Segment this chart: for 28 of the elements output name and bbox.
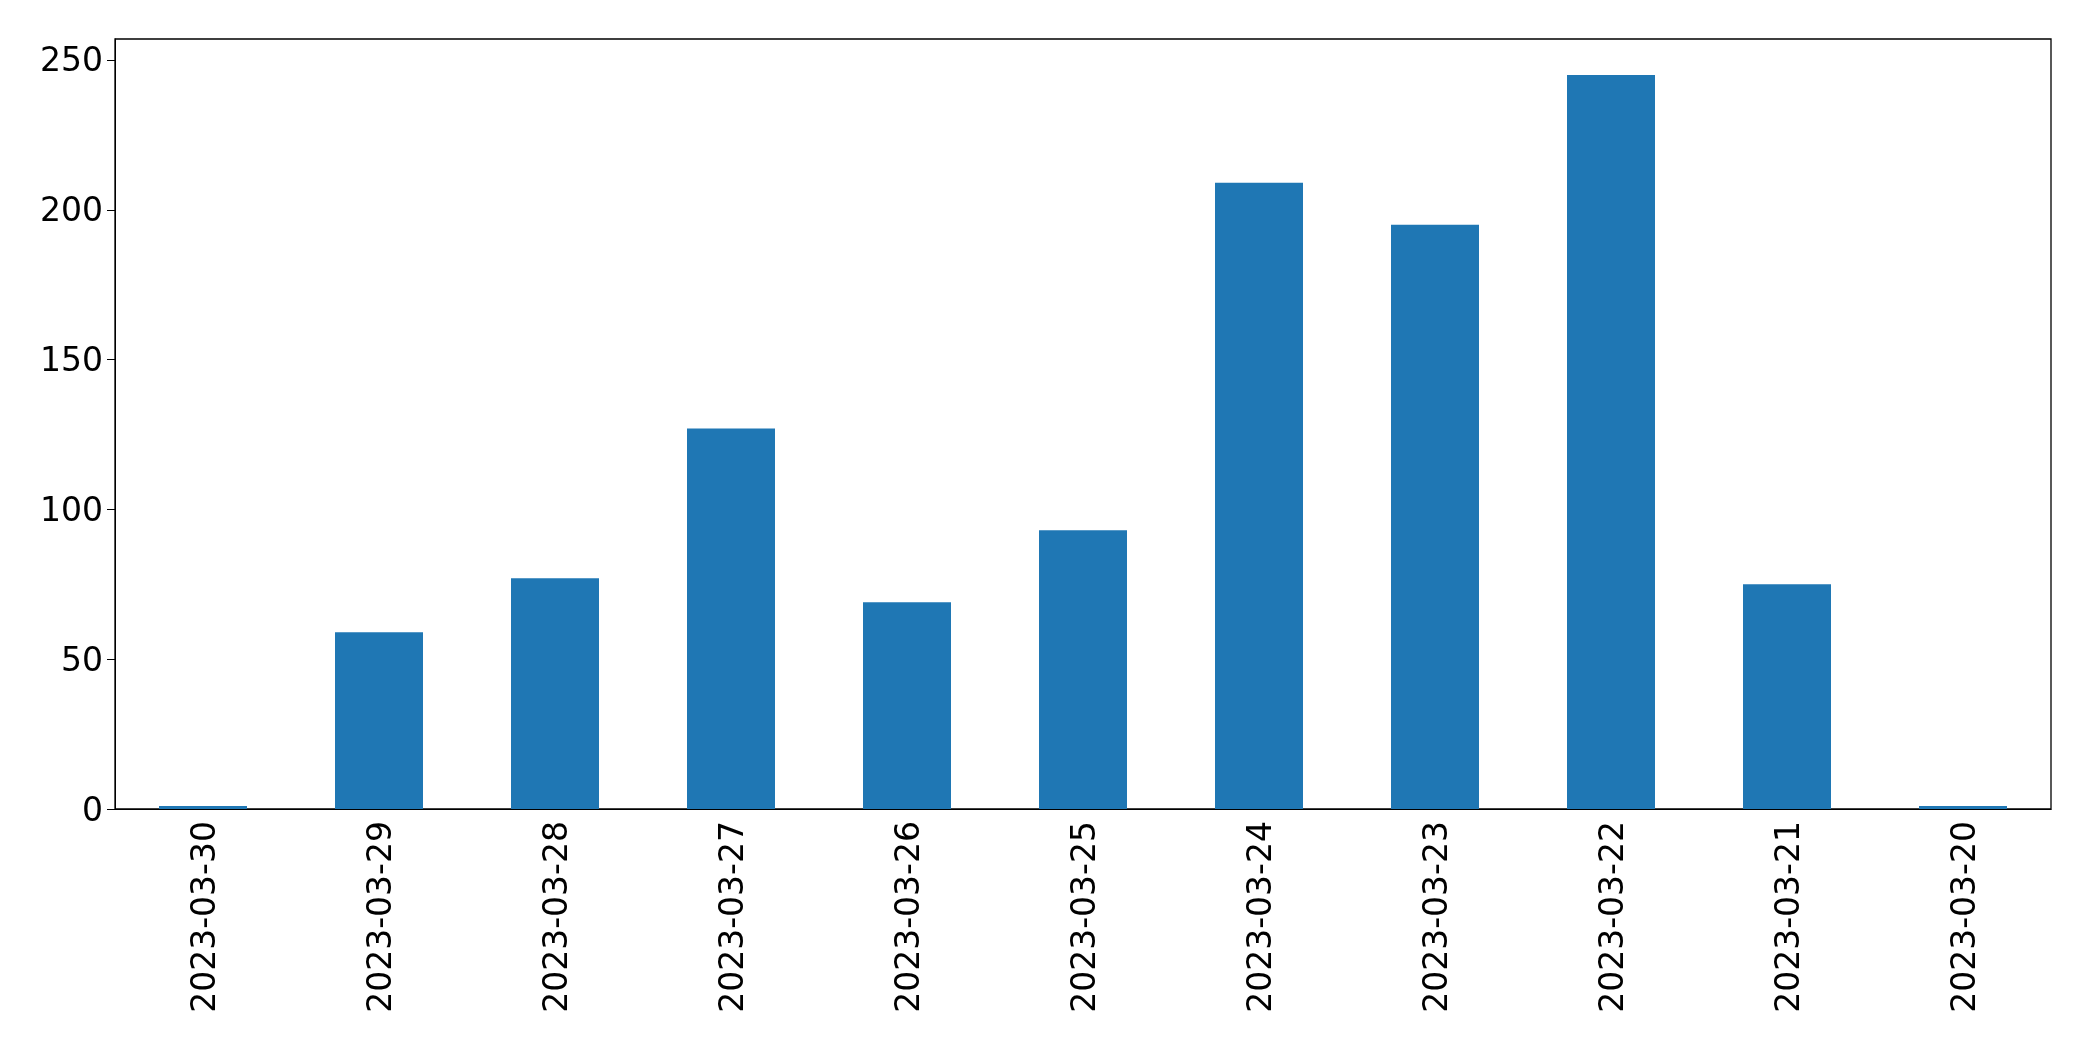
bar	[511, 578, 599, 809]
bar	[1743, 584, 1831, 809]
bar	[1567, 74, 1655, 809]
bar	[1215, 182, 1303, 809]
y-tick-label: 250	[40, 40, 103, 80]
x-tick-label: 2023-03-28	[535, 821, 575, 1013]
y-tick-label: 100	[40, 489, 103, 529]
y-tick-label: 150	[40, 340, 103, 380]
bar	[159, 806, 247, 809]
bar	[1391, 224, 1479, 809]
x-tick-label: 2023-03-30	[183, 821, 223, 1013]
x-tick-label: 2023-03-21	[1767, 821, 1807, 1013]
x-tick-label: 2023-03-27	[711, 821, 751, 1013]
bar	[1039, 530, 1127, 809]
y-tick-label: 0	[82, 789, 103, 829]
x-tick-label: 2023-03-29	[359, 821, 399, 1013]
bar	[335, 632, 423, 809]
x-tick-label: 2023-03-20	[1943, 821, 1983, 1013]
bar	[1919, 806, 2007, 809]
bar	[687, 428, 775, 809]
x-tick-label: 2023-03-24	[1239, 821, 1279, 1013]
bar	[863, 602, 951, 809]
x-tick-label: 2023-03-25	[1063, 821, 1103, 1013]
y-tick-label: 200	[40, 190, 103, 230]
x-tick-label: 2023-03-22	[1591, 821, 1631, 1013]
x-tick-label: 2023-03-23	[1415, 821, 1455, 1013]
x-tick-label: 2023-03-26	[887, 821, 927, 1013]
y-tick-label: 50	[61, 639, 103, 679]
